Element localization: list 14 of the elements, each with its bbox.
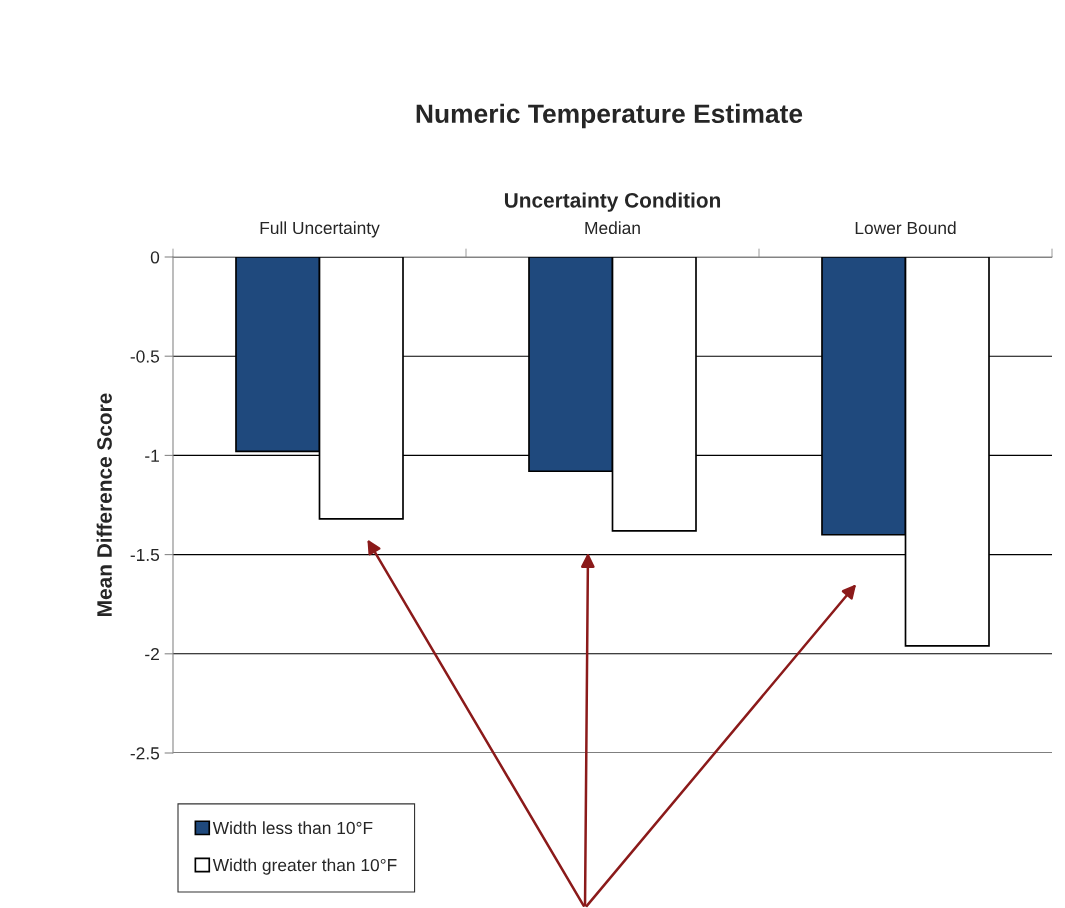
y-tick-label: -1.5 <box>130 548 160 562</box>
y-tick-label: -2.5 <box>130 747 160 760</box>
x-tick-label: Median <box>585 221 640 235</box>
y-tick-label: -2 <box>145 647 159 661</box>
legend-label: Width greater than 10°F <box>212 858 397 875</box>
y-axis-title: Mean Difference Score <box>96 393 112 616</box>
y-tick-label: 0 <box>150 251 160 264</box>
legend-label: Width less than 10°F <box>212 821 373 835</box>
chart-title: Numeric Temperature Estimate <box>416 103 803 129</box>
x-axis-title: Uncertainty Condition <box>504 192 721 212</box>
y-tick-label: -0.5 <box>130 350 160 363</box>
x-tick-label: Lower Bound <box>855 221 956 235</box>
x-tick-label: Full Uncertainty <box>260 221 380 238</box>
y-tick-label: -1 <box>145 449 159 462</box>
